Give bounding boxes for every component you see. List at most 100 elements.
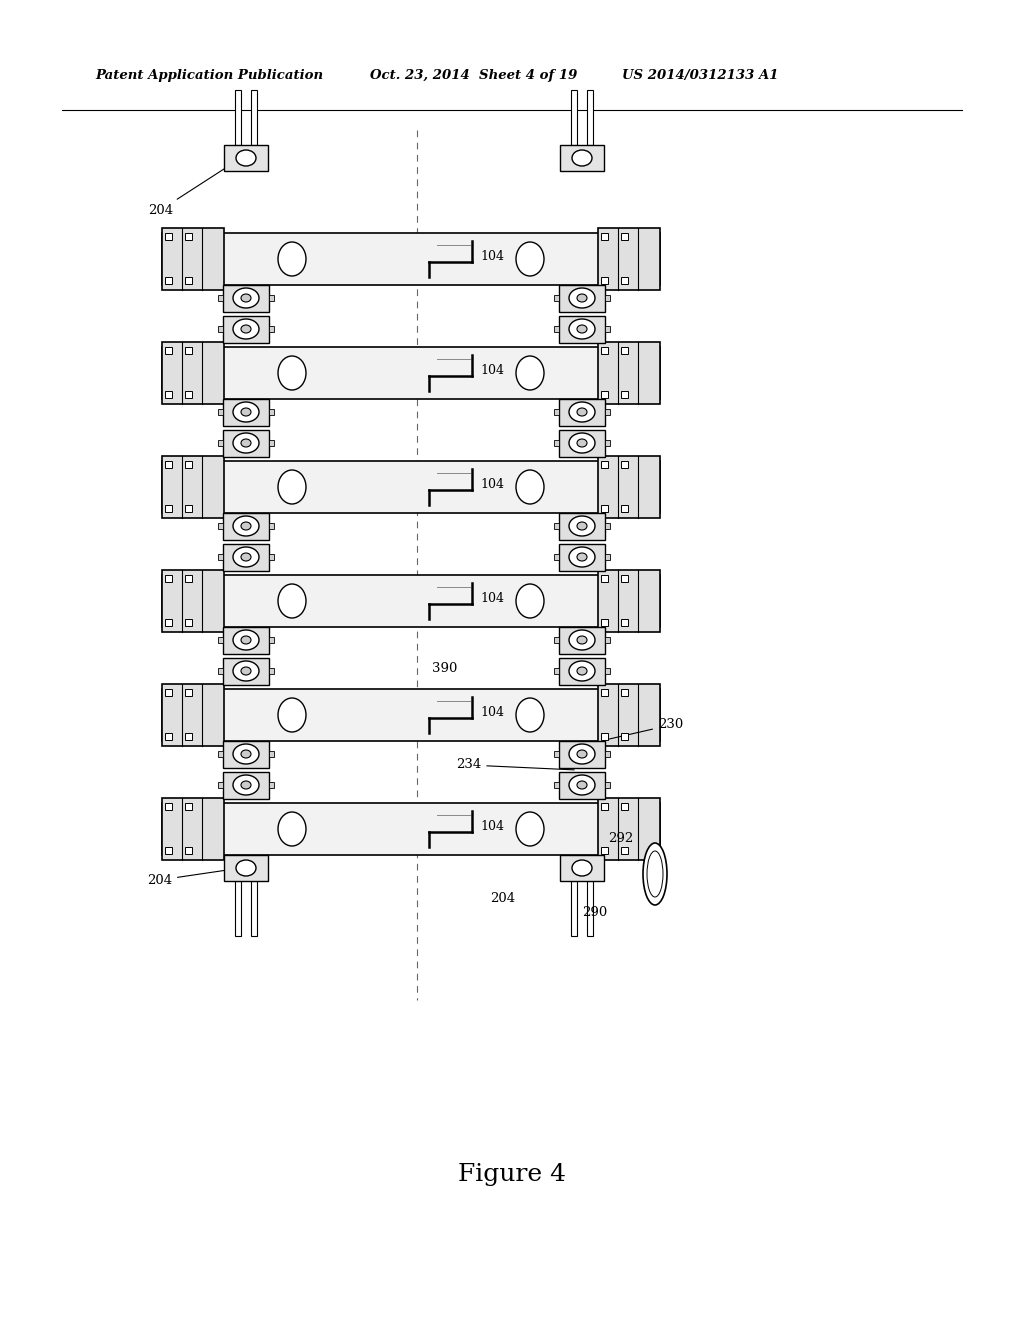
Bar [621,803,628,810]
Bar [598,455,660,517]
Bar [601,461,608,469]
Ellipse shape [241,636,251,644]
Bar [598,684,660,746]
Bar [601,347,608,354]
Bar [223,657,269,685]
Bar [162,799,224,861]
Bar [269,668,274,675]
Bar [601,277,608,284]
Bar [165,277,172,284]
Ellipse shape [278,583,306,618]
Bar [601,733,608,741]
Bar [162,342,224,404]
Bar [621,689,628,696]
Bar [601,391,608,399]
Bar [218,781,223,788]
Bar [165,506,172,512]
Ellipse shape [233,403,259,422]
Ellipse shape [572,861,592,876]
Ellipse shape [233,744,259,764]
Ellipse shape [569,546,595,568]
Bar [605,751,610,756]
Bar [554,751,559,756]
Ellipse shape [233,661,259,681]
Ellipse shape [569,433,595,453]
Ellipse shape [516,698,544,733]
Ellipse shape [278,470,306,504]
Ellipse shape [572,150,592,166]
Bar [601,803,608,810]
Bar [621,847,628,854]
Bar [559,741,605,768]
Text: 290: 290 [582,906,607,919]
Bar [223,513,269,540]
Text: Figure 4: Figure 4 [458,1163,566,1187]
Bar [269,294,274,301]
Text: 104: 104 [480,249,504,263]
Ellipse shape [278,812,306,846]
Bar [554,326,559,333]
Bar [601,576,608,582]
Bar [559,285,605,312]
Text: 204: 204 [146,869,239,887]
Bar [605,440,610,446]
Text: 104: 104 [480,820,504,833]
Ellipse shape [577,667,587,675]
Bar [559,513,605,540]
Bar [560,855,604,880]
Ellipse shape [516,242,544,276]
Bar [601,619,608,626]
Bar [185,733,193,741]
Ellipse shape [278,242,306,276]
Text: 204: 204 [147,160,239,216]
Ellipse shape [241,408,251,416]
Ellipse shape [577,750,587,758]
Bar [601,689,608,696]
Bar [165,733,172,741]
Ellipse shape [577,325,587,333]
Bar [165,461,172,469]
Ellipse shape [278,698,306,733]
Bar [605,554,610,560]
Bar [223,772,269,799]
Ellipse shape [577,294,587,302]
Bar [165,347,172,354]
Bar [571,90,577,145]
Bar [218,638,223,643]
Bar [559,315,605,343]
Ellipse shape [241,521,251,531]
Bar [162,461,660,513]
Ellipse shape [241,440,251,447]
Text: 104: 104 [480,591,504,605]
Bar [621,619,628,626]
Bar [605,409,610,414]
Text: 234: 234 [456,759,574,771]
Ellipse shape [516,812,544,846]
Bar [218,294,223,301]
Text: 390: 390 [432,661,458,675]
Ellipse shape [233,630,259,649]
Bar [269,523,274,529]
Ellipse shape [241,667,251,675]
Bar [554,668,559,675]
Bar [223,544,269,572]
Text: 292: 292 [608,832,633,845]
Bar [185,689,193,696]
Bar [587,90,593,145]
Bar [218,326,223,333]
Text: 230: 230 [607,718,683,739]
Ellipse shape [569,403,595,422]
Bar [218,440,223,446]
Bar [165,234,172,240]
Ellipse shape [233,546,259,568]
Ellipse shape [577,636,587,644]
Bar [224,145,268,172]
Text: 104: 104 [480,478,504,491]
Bar [554,554,559,560]
Ellipse shape [233,288,259,308]
Bar [185,803,193,810]
Bar [554,294,559,301]
Ellipse shape [233,319,259,339]
Bar [251,880,257,936]
Bar [185,576,193,582]
